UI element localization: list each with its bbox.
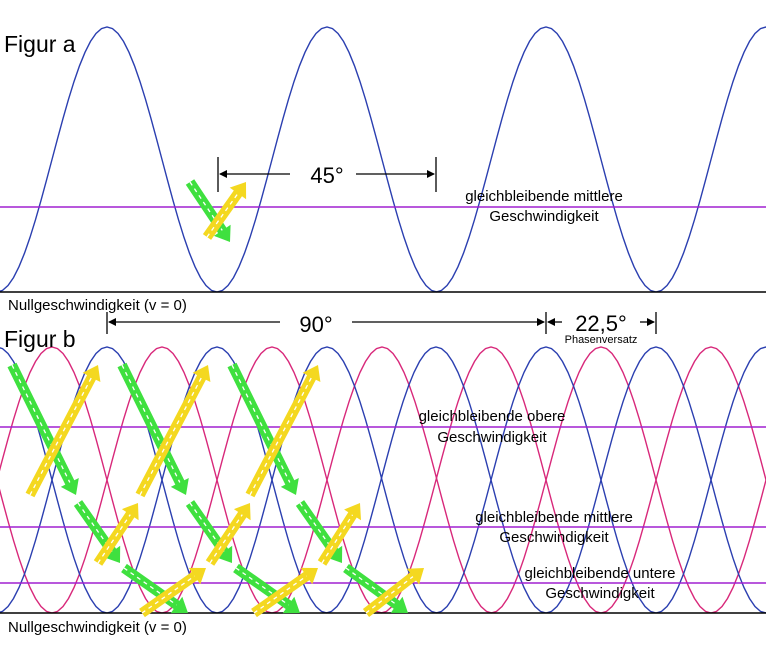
figure-b-arrow-up-3-stripe bbox=[141, 575, 195, 614]
figure-b-arrow-down-4-stripe bbox=[121, 364, 181, 483]
figure-b-mean-speed-label-1: gleichbleibende mittlere bbox=[475, 509, 633, 526]
figure-a-mean-speed-label-2: Geschwindigkeit bbox=[489, 208, 599, 225]
figure-a-title: Figur a bbox=[4, 31, 76, 57]
figure-a-wave-1 bbox=[0, 26, 218, 293]
figure-b-wave-secondary-9 bbox=[710, 477, 766, 614]
figure-a-arrow-up-stripe bbox=[206, 193, 239, 238]
figure-b-wave-primary-2 bbox=[0, 346, 218, 614]
figure-b-upper-speed-label-2: Geschwindigkeit bbox=[437, 429, 547, 446]
figure-b-wave-primary-5 bbox=[325, 346, 547, 614]
figure-b-waves-secondary bbox=[0, 346, 766, 614]
figure-b-wave-secondary-4 bbox=[161, 346, 383, 614]
figure-b-wave-primary-8 bbox=[655, 346, 766, 614]
figure-b-wave-secondary-7 bbox=[490, 346, 712, 614]
figure-b-upper-speed-label-1: gleichbleibende obere bbox=[419, 408, 566, 425]
figure-a-wave-3 bbox=[435, 26, 657, 293]
figure-b-lower-speed-label-2: Geschwindigkeit bbox=[545, 585, 655, 602]
figure-a-waves bbox=[0, 26, 766, 293]
figure-b-angle-label: 90° bbox=[299, 312, 332, 337]
figure-b-arrows bbox=[7, 362, 424, 618]
figure-b-title: Figur b bbox=[4, 326, 76, 352]
figure-b: Figur b 90° 22,5° Phasenversatz gleichbl… bbox=[0, 311, 766, 636]
figure-b-arrow-up-5 bbox=[205, 503, 251, 566]
figure-b-arrow-down-6-stripe bbox=[235, 567, 289, 606]
figure-b-arrow-up-3 bbox=[139, 567, 206, 618]
figure-b-arrow-up-9-stripe bbox=[365, 576, 414, 614]
figure-b-wave-secondary-8 bbox=[600, 346, 766, 614]
figure-b-wave-primary-3 bbox=[106, 346, 328, 614]
figure-b-zero-label: Nullgeschwindigkeit (v = 0) bbox=[8, 619, 187, 636]
figure-a-angle-dimension: 45° bbox=[217, 157, 437, 192]
figure-b-wave-secondary-5 bbox=[271, 346, 493, 614]
figure-b-arrow-up-1-stripe bbox=[29, 377, 93, 496]
figure-b-arrow-up-1 bbox=[25, 365, 101, 498]
figure-a-wave-2 bbox=[216, 26, 438, 293]
figure-b-wave-primary-4 bbox=[216, 346, 438, 614]
figure-b-waves-primary bbox=[0, 346, 766, 614]
figure-b-arrow-down-9-stripe bbox=[345, 567, 398, 606]
figure-b-mean-speed-label-2: Geschwindigkeit bbox=[499, 529, 609, 546]
figure-b-arrow-down-7-stripe bbox=[231, 364, 291, 483]
figure-a-zero-label: Nullgeschwindigkeit (v = 0) bbox=[8, 297, 187, 314]
figure-b-wave-primary-6 bbox=[435, 346, 657, 614]
figure-b-arrow-up-5-stripe bbox=[209, 514, 243, 564]
figure-b-arrow-up-8-stripe bbox=[321, 514, 354, 564]
figure-b-arrow-down-7 bbox=[227, 362, 299, 495]
figure-b-arrow-up-4 bbox=[135, 365, 211, 498]
figure-b-wave-primary-1 bbox=[0, 347, 108, 614]
figure-a-wave-4 bbox=[655, 26, 766, 293]
figure-b-wave-primary-7 bbox=[545, 346, 766, 614]
figure-b-arrow-up-7-stripe bbox=[249, 377, 313, 496]
figure-b-arrow-up-7 bbox=[245, 365, 321, 498]
figure-b-wave-secondary-6 bbox=[380, 346, 602, 614]
figure-b-lower-speed-label-1: gleichbleibende untere bbox=[525, 565, 676, 582]
figure-b-arrow-up-4-stripe bbox=[139, 377, 203, 496]
figure-a-angle-label: 45° bbox=[310, 163, 343, 188]
figure-b-arrow-up-6-stripe bbox=[253, 575, 307, 614]
figure-b-offset-dimension: 22,5° Phasenversatz bbox=[547, 311, 657, 346]
figure-b-arrow-up-2 bbox=[93, 503, 139, 566]
figure-a-mean-speed-label-1: gleichbleibende mittlere bbox=[465, 188, 623, 205]
figure-a-arrows bbox=[185, 179, 247, 242]
figure-b-wave-secondary-3 bbox=[51, 346, 273, 614]
figure-a: Figur a 45° gleichbleibende mittlere Ges… bbox=[0, 26, 766, 314]
figure-b-arrow-down-1-stripe bbox=[11, 364, 71, 483]
figure-b-offset-caption: Phasenversatz bbox=[565, 334, 638, 346]
figure-b-wave-secondary-1 bbox=[0, 488, 53, 614]
figure-b-wave-secondary-2 bbox=[0, 346, 163, 614]
figure-b-arrow-down-1 bbox=[7, 362, 79, 495]
figure-b-arrow-down-4 bbox=[117, 362, 189, 495]
figure-b-arrow-down-3-stripe bbox=[123, 567, 177, 606]
figure-b-arrow-up-2-stripe bbox=[97, 514, 131, 564]
figure-b-angle-dimension: 90° bbox=[106, 312, 547, 337]
figure-b-offset-label: 22,5° bbox=[575, 311, 627, 336]
figure-b-arrow-down-8-stripe bbox=[299, 502, 335, 552]
